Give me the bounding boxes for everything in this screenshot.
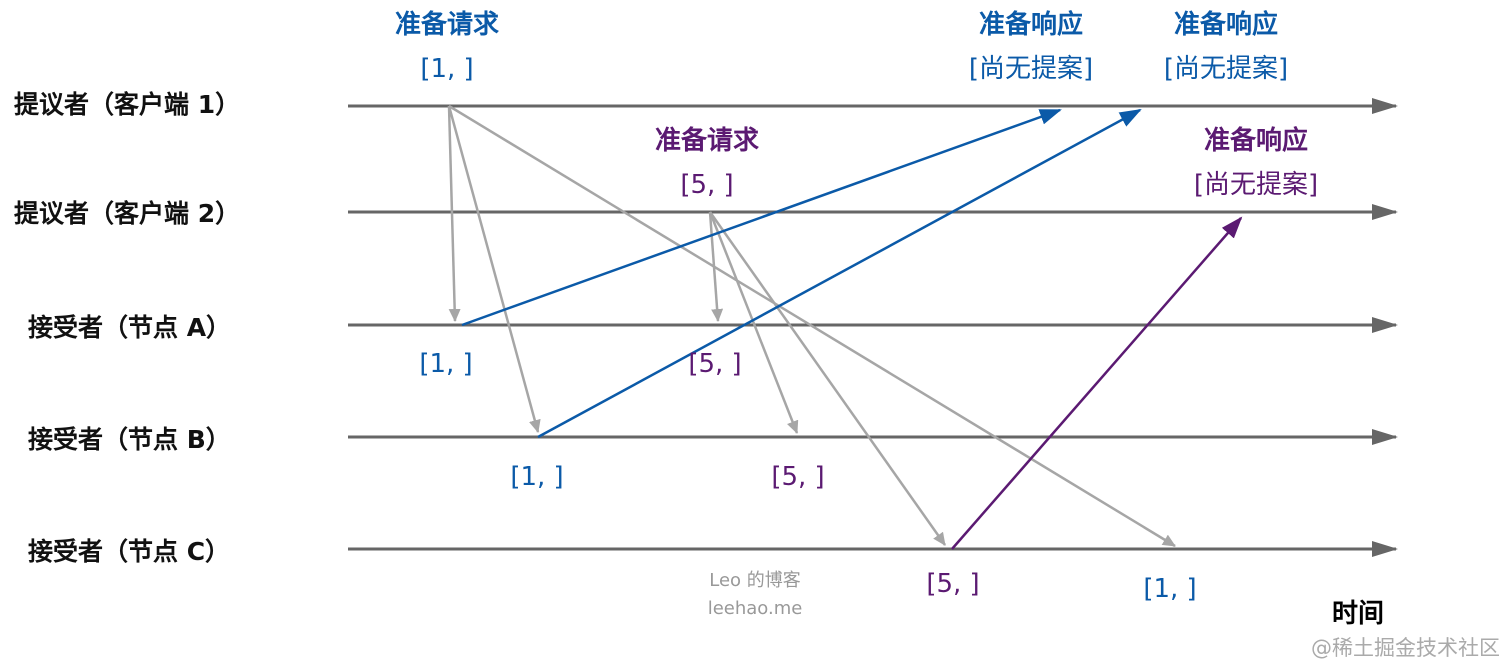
platform-watermark: @稀土掘金技术社区 — [1311, 636, 1500, 660]
response-a-to-p1 — [461, 108, 1062, 327]
b-p2-value: [5, ] — [771, 462, 824, 492]
watermark-author: Leo 的博客 — [709, 570, 801, 591]
p2-request-value: [5, ] — [680, 170, 733, 200]
lane-label-p1: 提议者（客户端 1） — [14, 90, 240, 119]
watermark-site: leehao.me — [708, 598, 803, 619]
response-c-to-p2 — [951, 216, 1243, 550]
p1-resp-a-title: 准备响应 — [979, 9, 1083, 40]
lane-label-p2: 提议者（客户端 2） — [14, 199, 240, 228]
p2-resp-c-value: [尚无提案] — [1194, 170, 1318, 200]
p1-request-title: 准备请求 — [395, 10, 499, 40]
arrow-p2-to-a — [708, 211, 724, 322]
arrow-p1-to-a — [447, 105, 461, 322]
arrow-p2-to-c — [708, 211, 947, 546]
p2-request-title: 准备请求 — [655, 126, 759, 156]
lane-labels: 提议者（客户端 1） 提议者（客户端 2） 接受者（节点 A） 接受者（节点 B… — [14, 90, 240, 566]
lane-label-c: 接受者（节点 C） — [28, 537, 230, 566]
arrow-p2-to-b — [708, 211, 799, 434]
arrow-p1-to-c — [448, 104, 1176, 548]
p1-resp-b-value: [尚无提案] — [1164, 54, 1288, 84]
arrow-p1-to-b — [447, 105, 541, 433]
response-b-to-p1 — [537, 108, 1142, 439]
a-p2-value: [5, ] — [688, 349, 741, 379]
request-arrows — [447, 104, 1176, 548]
b-p1-value: [1, ] — [510, 462, 563, 492]
c-p2-value: [5, ] — [926, 569, 979, 599]
lane-label-b: 接受者（节点 B） — [28, 425, 231, 454]
time-axis-label: 时间 — [1332, 599, 1384, 629]
a-p1-value: [1, ] — [419, 349, 472, 379]
timelines — [348, 98, 1398, 557]
p2-resp-c-title: 准备响应 — [1204, 125, 1308, 156]
lane-label-a: 接受者（节点 A） — [28, 313, 231, 342]
p1-resp-a-value: [尚无提案] — [969, 54, 1093, 84]
p1-resp-b-title: 准备响应 — [1174, 9, 1278, 40]
p1-request-value: [1, ] — [420, 54, 473, 84]
c-p1-value: [1, ] — [1143, 574, 1196, 604]
